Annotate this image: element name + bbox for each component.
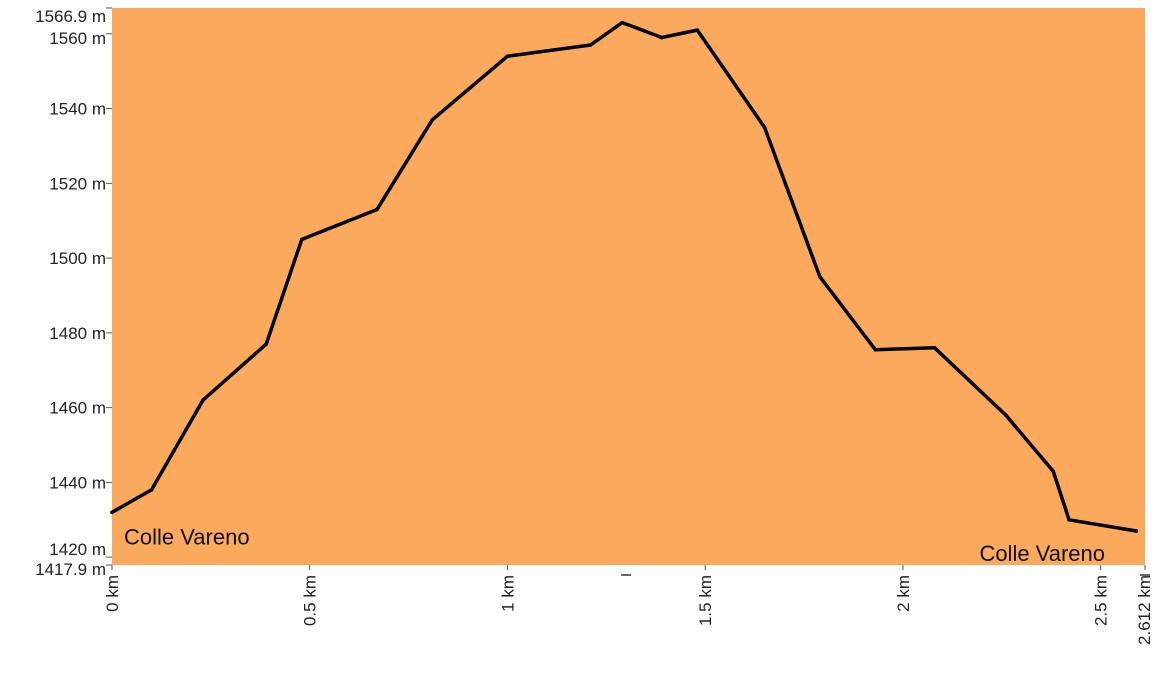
x-tick-label: 2.5 km: [1092, 575, 1111, 626]
elevation-point: [873, 347, 878, 352]
elevation-point: [932, 346, 937, 350]
annotation-label: Colle Vareno: [124, 524, 250, 549]
x-tick-label: 2 km: [894, 575, 913, 612]
annotations: Bosco Incantato Colle Vareno Colle Vareno: [124, 0, 1105, 566]
y-tick-label: 1460 m: [49, 399, 106, 418]
y-tick-label: 1417.9 m: [35, 560, 106, 579]
x-tick-label: 1 km: [498, 575, 517, 612]
elevation-point: [1003, 413, 1008, 417]
elevation-point: [620, 20, 624, 25]
elevation-point: [300, 237, 304, 242]
elevation-points: [110, 20, 1139, 533]
x-tick-label: 0.5 km: [301, 575, 320, 626]
elevation-point: [264, 342, 269, 346]
x-tick-label: 0 km: [103, 575, 122, 612]
annotation-label: Bosco Incantato: [559, 0, 717, 4]
elevation-point: [110, 510, 114, 515]
elevation-point: [1134, 529, 1139, 533]
annotation-label: Colle Vareno: [979, 541, 1105, 566]
elevation-line: [110, 20, 1139, 533]
x-tick-label: 2.612 km: [1135, 575, 1154, 645]
x-axis: 0 km 0.5 km 1 km 1.5 km 2 km 2.5 km 2.612 km: [103, 565, 1154, 645]
elevation-point: [201, 398, 205, 402]
y-tick-label: 1440 m: [49, 473, 106, 492]
elevation-point: [762, 125, 767, 130]
y-tick-label: 1540 m: [49, 100, 106, 119]
elevation-point: [659, 35, 664, 40]
elevation-point: [375, 207, 379, 212]
y-tick-label: 1500 m: [49, 249, 106, 268]
elevation-point: [588, 43, 593, 47]
elevation-point: [505, 54, 510, 59]
elevation-point: [818, 274, 822, 279]
y-tick-label: 1420 m: [49, 540, 106, 559]
y-tick-label: 1480 m: [49, 324, 106, 343]
elevation-point: [695, 28, 700, 32]
elevation-point: [430, 117, 435, 122]
elevation-point: [1051, 469, 1056, 473]
y-tick-label: 1566.9 m: [35, 7, 106, 26]
elevation-point: [1067, 517, 1071, 522]
x-tick-label: 1.5 km: [696, 575, 715, 626]
elevation-point: [149, 488, 154, 492]
y-tick-label: 1560 m: [49, 29, 106, 48]
y-tick-label: 1520 m: [49, 174, 106, 193]
plot-background: [112, 8, 1145, 565]
